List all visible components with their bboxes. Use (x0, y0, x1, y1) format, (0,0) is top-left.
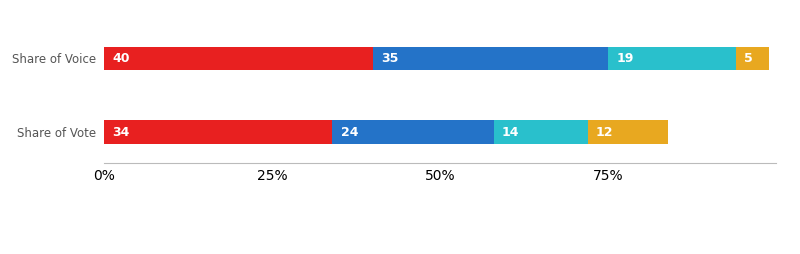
Text: 40: 40 (112, 52, 130, 65)
Text: 5: 5 (744, 52, 753, 65)
Text: 34: 34 (112, 126, 130, 139)
Bar (608, 46, 736, 70)
Text: 35: 35 (381, 52, 398, 65)
Bar (373, 46, 608, 70)
Text: 19: 19 (616, 52, 634, 65)
Text: 12: 12 (596, 126, 614, 139)
Text: 24: 24 (341, 126, 358, 139)
Bar (104, 120, 333, 144)
Text: 14: 14 (502, 126, 519, 139)
Bar (588, 120, 669, 144)
Bar (104, 46, 373, 70)
Bar (736, 46, 770, 70)
Bar (333, 120, 494, 144)
Bar (494, 120, 588, 144)
